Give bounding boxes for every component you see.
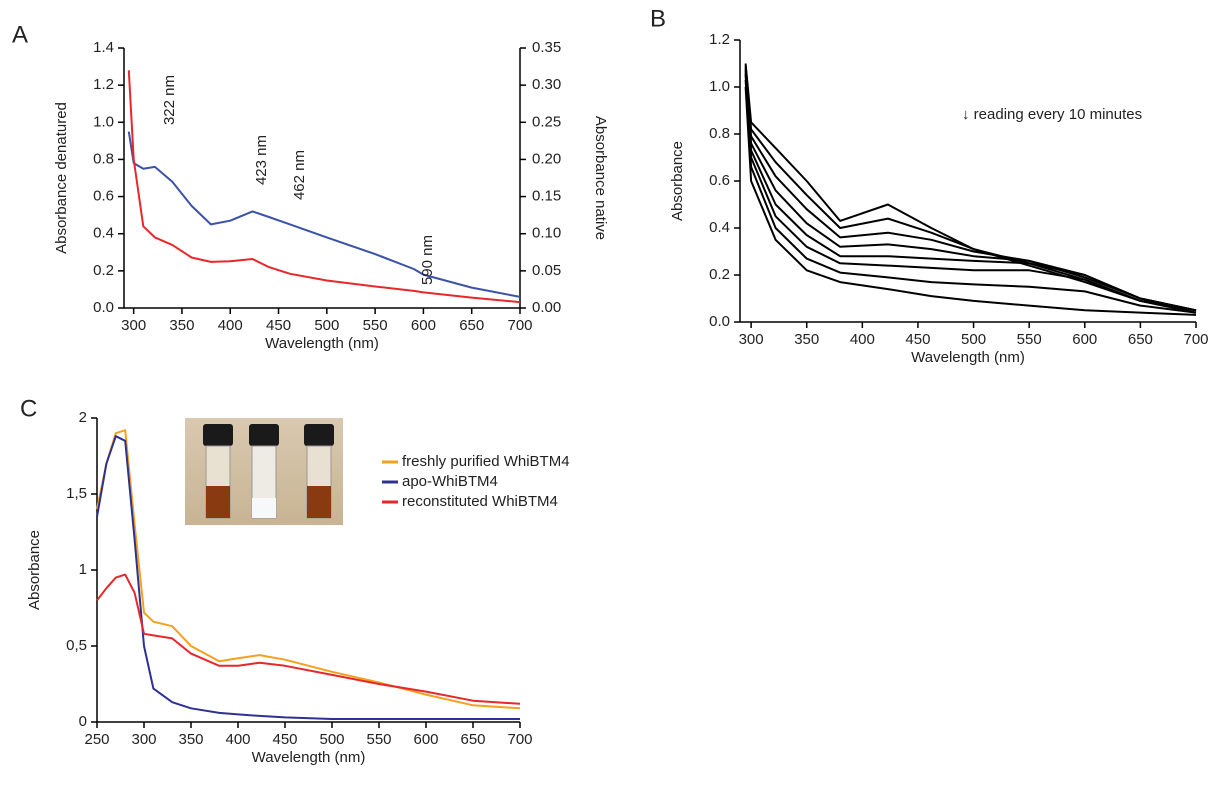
y-tick-label: 0 xyxy=(79,713,87,730)
y-tick-label: 0.8 xyxy=(709,125,730,142)
x-tick-label: 550 xyxy=(366,731,391,748)
x-tick-label: 450 xyxy=(266,317,291,334)
x-tick-label: 400 xyxy=(218,317,243,334)
y-tick-label: 0.0 xyxy=(93,299,114,316)
y2-tick-label: 0.20 xyxy=(532,150,561,167)
x-tick-label: 300 xyxy=(739,331,764,348)
x-tick-label: 650 xyxy=(459,317,484,334)
y-tick-label: 0.2 xyxy=(709,266,730,283)
panel-label: C xyxy=(20,395,37,422)
y-tick-label: 0.4 xyxy=(709,219,730,236)
x-tick-label: 600 xyxy=(411,317,436,334)
y-tick-label: 0.8 xyxy=(93,150,114,167)
x-tick-label: 600 xyxy=(413,731,438,748)
y2-tick-label: 0.30 xyxy=(532,76,561,93)
series-line xyxy=(744,79,1197,314)
x-tick-label: 400 xyxy=(225,731,250,748)
series-line xyxy=(744,75,1197,314)
y-axis-label: Absorbance xyxy=(669,141,686,221)
x-tick-label: 350 xyxy=(169,317,194,334)
y-tick-label: 1.2 xyxy=(709,31,730,48)
y-tick-label: 1.0 xyxy=(93,113,114,130)
y-tick-label: 1 xyxy=(79,561,87,578)
x-tick-label: 450 xyxy=(272,731,297,748)
x-tick-label: 650 xyxy=(1128,331,1153,348)
y-tick-label: 1.4 xyxy=(93,39,114,56)
series-line xyxy=(127,131,521,298)
y-tick-label: 0.2 xyxy=(93,262,114,279)
x-tick-label: 450 xyxy=(905,331,930,348)
series-line xyxy=(744,72,1197,312)
y-tick-label: 0.6 xyxy=(709,172,730,189)
y2-tick-label: 0.10 xyxy=(532,225,561,242)
series-line xyxy=(96,435,520,720)
series-line xyxy=(127,70,521,304)
x-axis-label: Wavelength (nm) xyxy=(265,335,379,352)
x-tick-label: 550 xyxy=(1017,331,1042,348)
y2-tick-label: 0.00 xyxy=(532,299,561,316)
y2-tick-label: 0.35 xyxy=(532,39,561,56)
series-line xyxy=(744,63,1197,312)
y-tick-label: 2 xyxy=(79,409,87,426)
x-axis-label: Wavelength (nm) xyxy=(911,349,1025,366)
annotation: 590 nm xyxy=(419,235,436,285)
x-tick-label: 500 xyxy=(314,317,339,334)
panel-label: A xyxy=(12,21,28,48)
x-axis-label: Wavelength (nm) xyxy=(252,749,366,766)
y-axis-label: Absorbance xyxy=(26,530,43,610)
annotation: 322 nm xyxy=(161,75,178,125)
legend-label: apo-WhiBTM4 xyxy=(402,473,498,490)
series-line xyxy=(744,68,1197,312)
series-line xyxy=(96,573,521,705)
legend-label: freshly purified WhiBTM4 xyxy=(402,453,570,470)
x-tick-label: 400 xyxy=(850,331,875,348)
x-tick-label: 500 xyxy=(961,331,986,348)
y-tick-label: 0.0 xyxy=(709,313,730,330)
x-tick-label: 300 xyxy=(121,317,146,334)
x-tick-label: 600 xyxy=(1072,331,1097,348)
x-tick-label: 350 xyxy=(178,731,203,748)
x-tick-label: 650 xyxy=(460,731,485,748)
inset-photo xyxy=(185,418,343,525)
x-tick-label: 300 xyxy=(131,731,156,748)
y-tick-label: 1.0 xyxy=(709,78,730,95)
y-tick-label: 0.4 xyxy=(93,225,114,242)
y-axis-label: Absorbance denatured xyxy=(53,102,70,254)
y2-tick-label: 0.15 xyxy=(532,188,561,205)
y2-tick-label: 0.25 xyxy=(532,113,561,130)
x-tick-label: 550 xyxy=(363,317,388,334)
x-tick-label: 250 xyxy=(84,731,109,748)
legend-label: reconstituted WhiBTM4 xyxy=(402,493,558,510)
series-line xyxy=(744,86,1197,316)
y2-tick-label: 0.05 xyxy=(532,262,561,279)
y-tick-label: 1,5 xyxy=(66,485,87,502)
annotation: 423 nm xyxy=(253,135,270,185)
annotation: ↓ reading every 10 minutes xyxy=(962,106,1142,123)
x-tick-label: 700 xyxy=(507,731,532,748)
x-tick-label: 700 xyxy=(507,317,532,334)
x-tick-label: 700 xyxy=(1183,331,1208,348)
x-tick-label: 500 xyxy=(319,731,344,748)
x-tick-label: 350 xyxy=(794,331,819,348)
y-tick-label: 0,5 xyxy=(66,637,87,654)
annotation: 462 nm xyxy=(291,150,308,200)
y-tick-label: 0.6 xyxy=(93,188,114,205)
y-tick-label: 1.2 xyxy=(93,76,114,93)
panel-label: B xyxy=(650,5,666,32)
y2-axis-label: Absorbance native xyxy=(592,116,609,240)
